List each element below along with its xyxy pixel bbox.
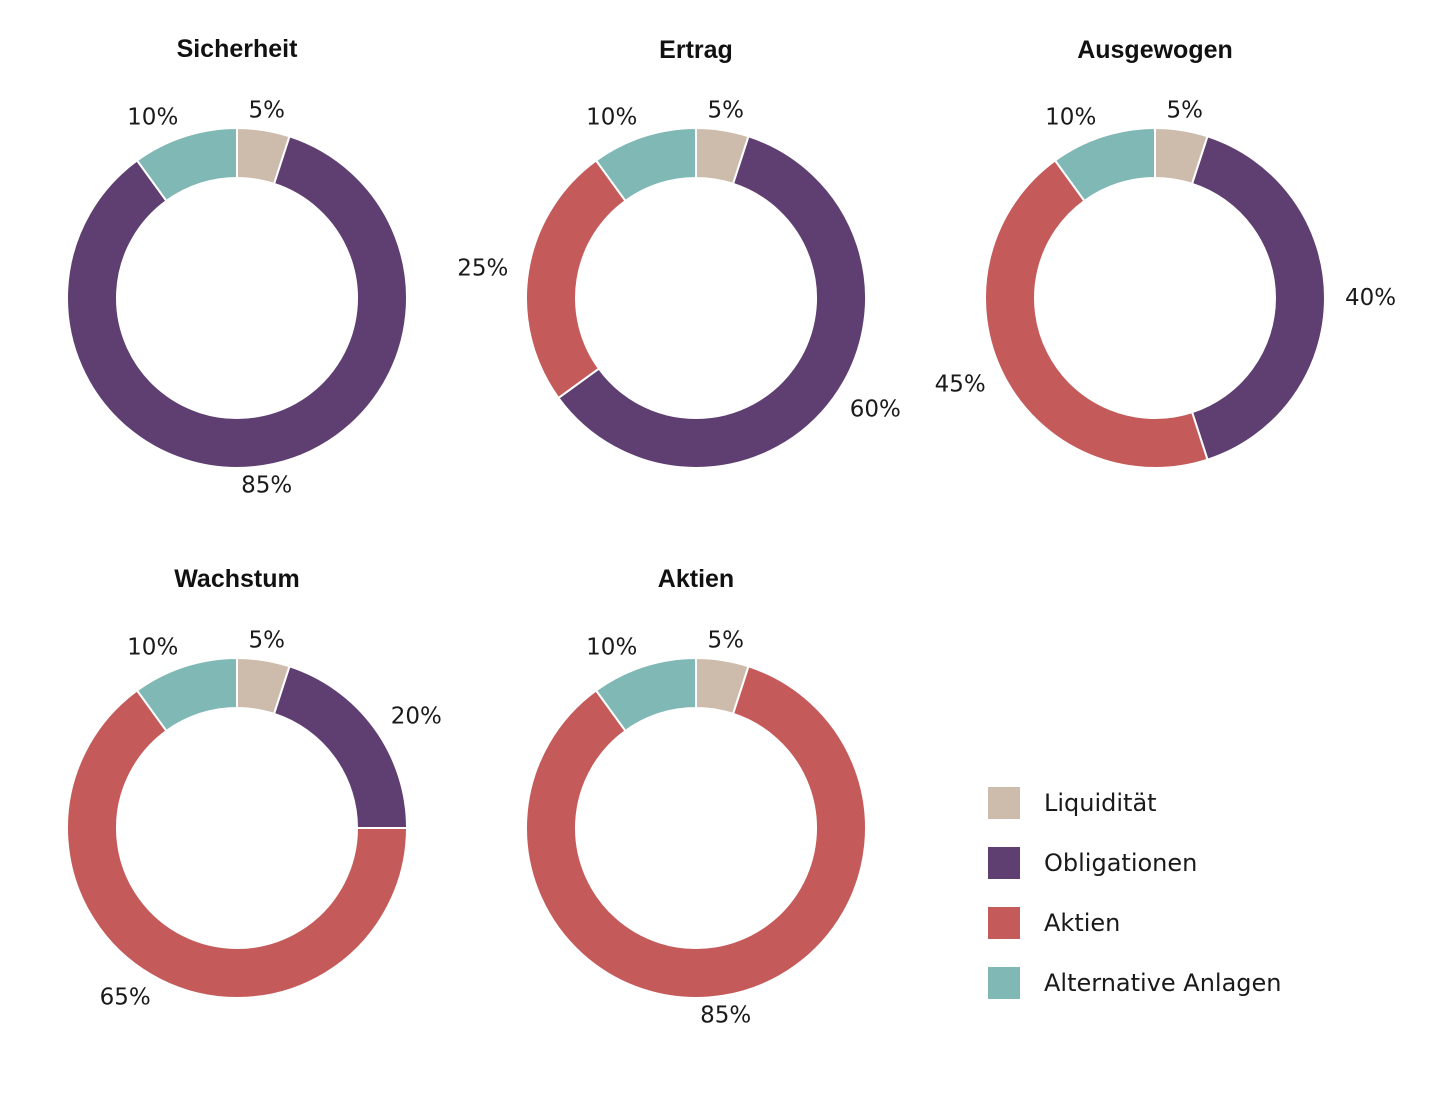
legend-label: Liquidität <box>1044 789 1157 817</box>
legend-item-aktien: Aktien <box>988 907 1428 967</box>
slice-label-aktien: 45% <box>935 371 986 397</box>
legend-label: Obligationen <box>1044 849 1198 877</box>
slice-obligationen <box>66 135 408 469</box>
legend-item-obligationen: Obligationen <box>988 847 1428 907</box>
slice-alternative-anlagen <box>594 656 697 733</box>
slice-obligationen <box>272 665 409 829</box>
slice-label-aktien: 25% <box>457 255 508 281</box>
slice-aktien <box>983 159 1209 470</box>
slice-label-alternative-anlagen: 10% <box>127 104 178 130</box>
slice-alternative-anlagen <box>135 126 238 203</box>
slice-label-aktien: 65% <box>100 984 151 1010</box>
slice-label-alternative-anlagen: 10% <box>586 634 637 660</box>
chart-title: Ausgewogen <box>1077 36 1233 64</box>
slice-label-obligationen: 60% <box>850 397 901 423</box>
legend-label: Alternative Anlagen <box>1044 969 1282 997</box>
slice-alternative-anlagen <box>594 126 697 203</box>
slice-aktien <box>525 665 867 999</box>
donut-chart-wachstum: 5% 20% 65% 10% <box>66 627 442 1010</box>
slice-label-liquiditaet: 5% <box>707 97 744 123</box>
slice-label-aktien: 85% <box>700 1003 751 1029</box>
legend-swatch <box>988 847 1020 879</box>
slice-aktien <box>66 689 409 999</box>
chart-title: Wachstum <box>174 565 300 593</box>
slice-label-liquiditaet: 5% <box>248 627 284 653</box>
donut-chart-aktien: 5% 85% 10% <box>525 627 867 1029</box>
slice-label-liquiditaet: 5% <box>1166 97 1203 123</box>
donut-chart-ertrag: 5% 60% 25% 10% <box>457 97 901 469</box>
slice-alternative-anlagen <box>1053 126 1156 203</box>
legend: Liquidität Obligationen Aktien Alternati… <box>988 787 1428 1027</box>
legend-swatch <box>988 907 1020 939</box>
slice-label-alternative-anlagen: 10% <box>1045 104 1096 130</box>
slice-label-liquiditaet: 5% <box>707 627 744 653</box>
legend-label: Aktien <box>1044 909 1121 937</box>
slice-label-liquiditaet: 5% <box>248 97 284 123</box>
slice-obligationen <box>1190 135 1327 461</box>
slice-label-alternative-anlagen: 10% <box>586 104 637 130</box>
slice-label-obligationen: 40% <box>1345 285 1396 311</box>
donut-chart-sicherheit: 5% 85% 10% <box>66 97 408 499</box>
chart-title: Ertrag <box>659 36 733 64</box>
legend-item-alternative-anlagen: Alternative Anlagen <box>988 967 1428 1027</box>
legend-swatch <box>988 787 1020 819</box>
slice-obligationen <box>557 135 867 469</box>
slice-aktien <box>525 159 627 400</box>
legend-swatch <box>988 967 1020 999</box>
chart-title: Sicherheit <box>176 35 298 63</box>
legend-item-liquiditaet: Liquidität <box>988 787 1428 847</box>
slice-label-obligationen: 85% <box>241 473 292 499</box>
slice-label-obligationen: 20% <box>391 703 442 729</box>
donut-chart-ausgewogen: 5% 40% 45% 10% <box>935 97 1396 470</box>
slice-label-alternative-anlagen: 10% <box>127 634 178 660</box>
chart-title: Aktien <box>657 565 735 593</box>
slice-alternative-anlagen <box>135 656 238 733</box>
